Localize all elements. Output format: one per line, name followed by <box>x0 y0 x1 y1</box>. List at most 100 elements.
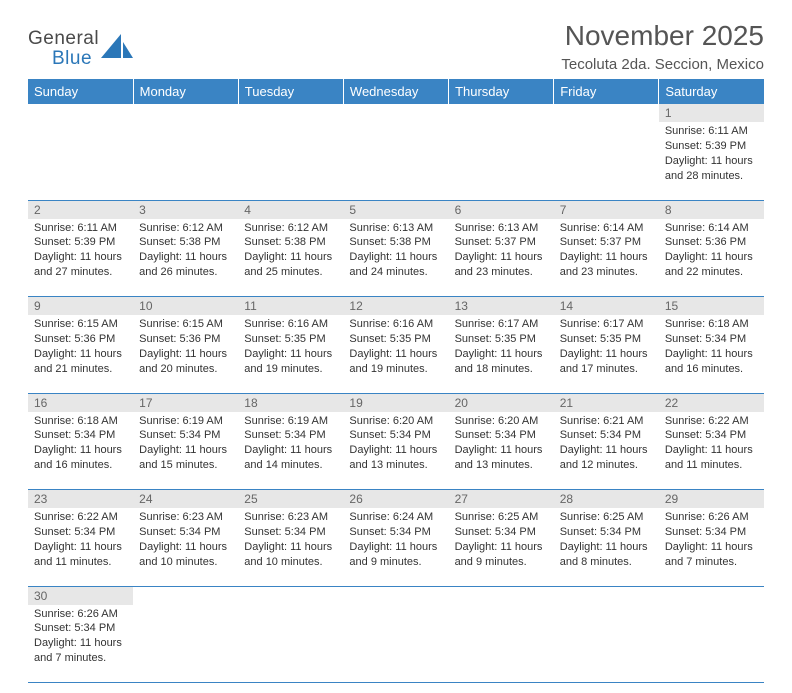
day-number-cell: 4 <box>238 200 343 219</box>
day-cell <box>449 605 554 683</box>
sunrise-line: Sunrise: 6:23 AM <box>139 511 223 523</box>
day-cell-content: Sunrise: 6:13 AMSunset: 5:37 PMDaylight:… <box>449 219 554 284</box>
sunrise-line: Sunrise: 6:14 AM <box>560 222 644 234</box>
day-cell <box>133 122 238 200</box>
sunset-line: Sunset: 5:34 PM <box>455 526 536 538</box>
day-number-row: 2345678 <box>28 200 764 219</box>
sunset-line: Sunset: 5:34 PM <box>244 429 325 441</box>
day-cell-content: Sunrise: 6:11 AMSunset: 5:39 PMDaylight:… <box>659 122 764 187</box>
day-number-cell: 11 <box>238 297 343 316</box>
day-number-cell: 2 <box>28 200 133 219</box>
day-cell: Sunrise: 6:11 AMSunset: 5:39 PMDaylight:… <box>28 219 133 297</box>
daylight-line: Daylight: 11 hours and 19 minutes. <box>244 348 332 375</box>
daylight-line: Daylight: 11 hours and 10 minutes. <box>244 541 332 568</box>
day-content-row: Sunrise: 6:22 AMSunset: 5:34 PMDaylight:… <box>28 508 764 586</box>
day-content-row: Sunrise: 6:18 AM Sunset: 5:34 PM Daylight:… <box>28 412 764 490</box>
daylight-line: Daylight: 11 hours and 27 minutes. <box>34 251 122 278</box>
day-number-cell: 1 <box>659 104 764 122</box>
daylight-line: Daylight: 11 hours and 13 minutes. <box>455 444 543 471</box>
day-cell-content: Sunrise: 6:12 AMSunset: 5:38 PMDaylight:… <box>133 219 238 284</box>
day-cell: Sunrise: 6:19 AMSunset: 5:34 PMDaylight:… <box>133 412 238 490</box>
sunset-line: Sunset: 5:34 PM <box>455 429 536 441</box>
day-number-cell: 24 <box>133 490 238 509</box>
day-number-cell <box>343 104 448 122</box>
weekday-header: Thursday <box>449 79 554 104</box>
daylight-line: Daylight: 11 hours and 14 minutes. <box>244 444 332 471</box>
day-number-cell: 17 <box>133 393 238 412</box>
day-number-cell: 12 <box>343 297 448 316</box>
day-cell-content <box>343 122 448 182</box>
day-cell-content: Sunrise: 6:13 AMSunset: 5:38 PMDaylight:… <box>343 219 448 284</box>
day-number-cell: 26 <box>343 490 448 509</box>
sunrise-line: Sunrise: 6:15 AM <box>34 318 118 330</box>
day-cell-content <box>238 122 343 182</box>
day-cell-content: Sunrise: 6:22 AMSunset: 5:34 PMDaylight:… <box>28 508 133 573</box>
day-cell-content: Sunrise: 6:14 AMSunset: 5:36 PMDaylight:… <box>659 219 764 284</box>
day-cell-content: Sunrise: 6:20 AMSunset: 5:34 PMDaylight:… <box>343 412 448 477</box>
day-cell: Sunrise: 6:16 AMSunset: 5:35 PMDaylight:… <box>238 315 343 393</box>
day-cell: Sunrise: 6:14 AMSunset: 5:36 PMDaylight:… <box>659 219 764 297</box>
brand-name-2: Blue <box>52 48 99 70</box>
sunrise-line: Sunrise: 6:20 AM <box>455 415 539 427</box>
day-cell <box>133 605 238 683</box>
day-cell-content: Sunrise: 6:11 AMSunset: 5:39 PMDaylight:… <box>28 219 133 284</box>
day-number-cell: 13 <box>449 297 554 316</box>
weekday-header: Monday <box>133 79 238 104</box>
day-content-row: Sunrise: 6:11 AMSunset: 5:39 PMDaylight:… <box>28 122 764 200</box>
day-cell-content: Sunrise: 6:17 AMSunset: 5:35 PMDaylight:… <box>449 315 554 380</box>
sunset-line: Sunset: 5:36 PM <box>34 333 115 345</box>
sunset-line: Sunset: 5:36 PM <box>665 236 746 248</box>
day-number-cell <box>449 104 554 122</box>
sunrise-line: Sunrise: 6:26 AM <box>665 511 749 523</box>
day-number-cell <box>238 104 343 122</box>
page-title: November 2025 <box>561 20 764 52</box>
day-number-cell <box>554 104 659 122</box>
sunrise-line: Sunrise: 6:21 AM <box>560 415 644 427</box>
daylight-line: Daylight: 11 hours and 11 minutes. <box>34 541 122 568</box>
daylight-line: Daylight: 11 hours and 21 minutes. <box>34 348 122 375</box>
daylight-line: Daylight: 11 hours and 10 minutes. <box>139 541 227 568</box>
day-cell: Sunrise: 6:22 AMSunset: 5:34 PMDaylight:… <box>659 412 764 490</box>
sunset-line: Sunset: 5:38 PM <box>349 236 430 248</box>
day-cell: Sunrise: 6:26 AMSunset: 5:34 PMDaylight:… <box>659 508 764 586</box>
day-cell: Sunrise: 6:20 AM Sunset: 5:34 PM Daylight:… <box>449 412 554 490</box>
day-cell: Sunrise: 6:11 AMSunset: 5:39 PMDaylight:… <box>659 122 764 200</box>
day-cell: Sunrise: 6:12 AMSunset: 5:38 PMDaylight:… <box>238 219 343 297</box>
day-number-cell: 23 <box>28 490 133 509</box>
weekday-header: Tuesday <box>238 79 343 104</box>
sunset-line: Sunset: 5:34 PM <box>665 429 746 441</box>
sunset-line: Sunset: 5:38 PM <box>139 236 220 248</box>
title-block: November 2025 Tecoluta 2da. Seccion, Mex… <box>561 20 764 73</box>
sunrise-line: Sunrise: 6:11 AM <box>34 222 117 234</box>
day-cell <box>28 122 133 200</box>
day-content-row: Sunrise: 6:15 AM Sunset: 5:36 PM Daylight:… <box>28 315 764 393</box>
day-number-row: 23242526272829 <box>28 490 764 509</box>
day-cell: Sunrise: 6:23 AMSunset: 5:34 PMDaylight:… <box>133 508 238 586</box>
daylight-line: Daylight: 11 hours and 9 minutes. <box>455 541 543 568</box>
day-cell-content: Sunrise: 6:19 AMSunset: 5:34 PMDaylight:… <box>238 412 343 477</box>
sunrise-line: Sunrise: 6:18 AM <box>34 415 118 427</box>
day-number-cell: 7 <box>554 200 659 219</box>
day-cell: Sunrise: 6:25 AMSunset: 5:34 PMDaylight:… <box>554 508 659 586</box>
day-cell: Sunrise: 6:26 AMSunset: 5:34 PMDaylight:… <box>28 605 133 683</box>
daylight-line: Daylight: 11 hours and 18 minutes. <box>455 348 543 375</box>
day-cell: Sunrise: 6:17 AMSunset: 5:35 PMDaylight:… <box>554 315 659 393</box>
sunset-line: Sunset: 5:34 PM <box>34 429 115 441</box>
day-cell: Sunrise: 6:17 AMSunset: 5:35 PMDaylight:… <box>449 315 554 393</box>
day-cell: Sunrise: 6:18 AMSunset: 5:34 PMDaylight:… <box>659 315 764 393</box>
day-cell: Sunrise: 6:14 AMSunset: 5:37 PMDaylight:… <box>554 219 659 297</box>
day-cell: Sunrise: 6:16 AMSunset: 5:35 PMDaylight:… <box>343 315 448 393</box>
sunrise-line: Sunrise: 6:18 AM <box>665 318 749 330</box>
sunrise-line: Sunrise: 6:13 AM <box>455 222 539 234</box>
day-cell: Sunrise: 6:21 AMSunset: 5:34 PMDaylight:… <box>554 412 659 490</box>
day-cell-content: Sunrise: 6:14 AMSunset: 5:37 PMDaylight:… <box>554 219 659 284</box>
day-cell-content: Sunrise: 6:23 AMSunset: 5:34 PMDaylight:… <box>238 508 343 573</box>
daylight-line: Daylight: 11 hours and 20 minutes. <box>139 348 227 375</box>
day-cell: Sunrise: 6:15 AM Sunset: 5:36 PM Daylight:… <box>28 315 133 393</box>
daylight-line: Daylight: 11 hours and 28 minutes. <box>665 155 753 182</box>
day-cell-content <box>133 605 238 665</box>
day-number-cell: 10 <box>133 297 238 316</box>
day-number-row: 16171819202122 <box>28 393 764 412</box>
day-cell-content: Sunrise: 6:25 AMSunset: 5:34 PMDaylight:… <box>554 508 659 573</box>
day-cell-content: Sunrise: 6:18 AMSunset: 5:34 PMDaylight:… <box>28 412 133 477</box>
